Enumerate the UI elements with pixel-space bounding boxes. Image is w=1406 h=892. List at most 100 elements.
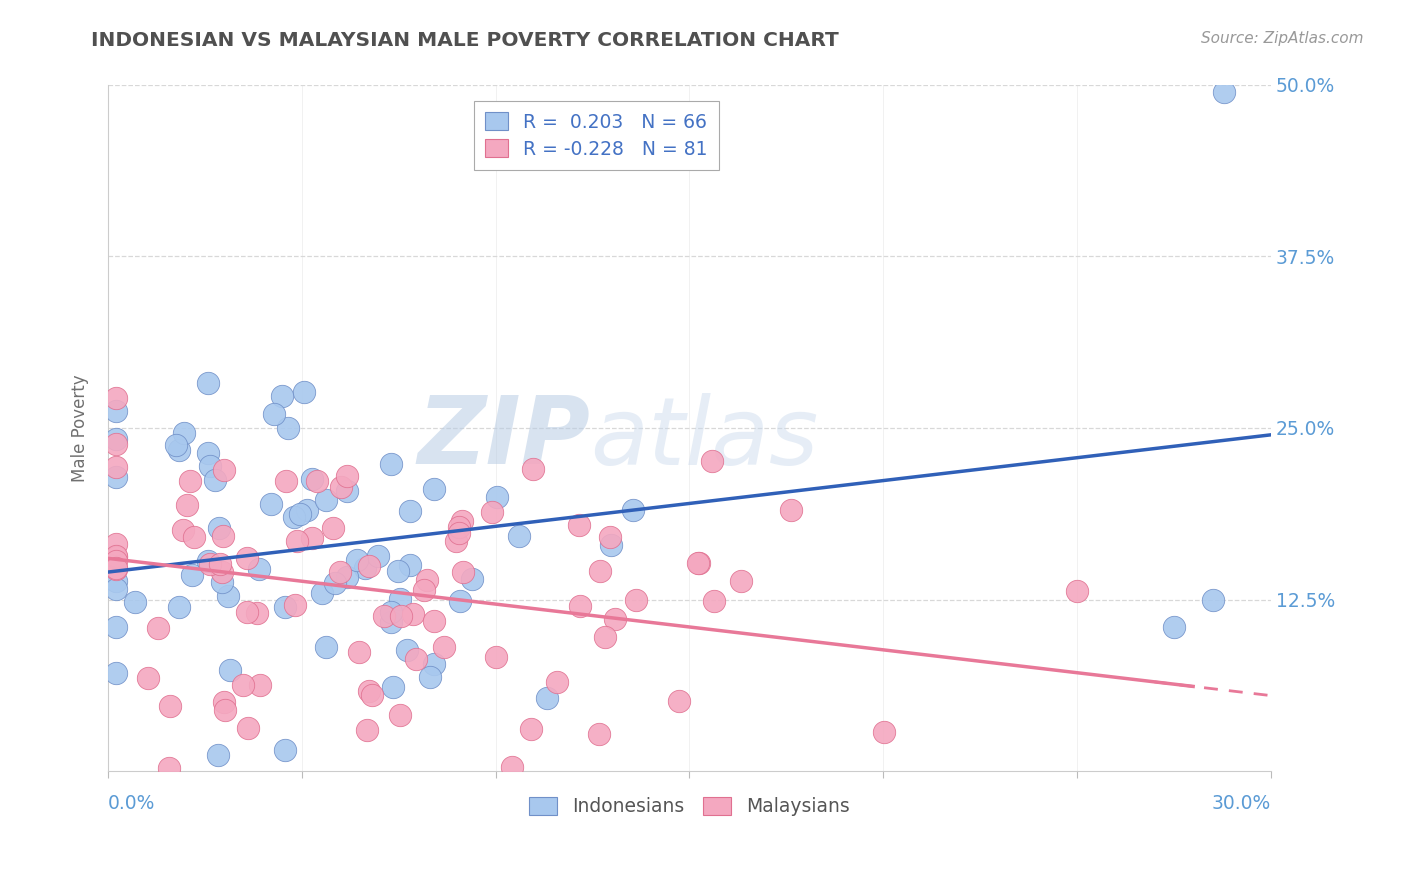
- Point: [423, 614, 446, 628]
- Point: [124, 595, 146, 609]
- Point: [422, 657, 444, 672]
- Point: [357, 684, 380, 698]
- Point: [295, 503, 318, 517]
- Point: [217, 589, 239, 603]
- Point: [444, 534, 467, 549]
- Point: [245, 606, 267, 620]
- Point: [165, 438, 187, 452]
- Point: [380, 615, 402, 629]
- Point: [501, 760, 523, 774]
- Point: [219, 663, 242, 677]
- Point: [1213, 85, 1236, 99]
- Text: INDONESIAN VS MALAYSIAN MALE POVERTY CORRELATION CHART: INDONESIAN VS MALAYSIAN MALE POVERTY COR…: [91, 31, 839, 50]
- Point: [413, 582, 436, 597]
- Point: [356, 723, 378, 738]
- Point: [274, 743, 297, 757]
- Point: [389, 708, 412, 723]
- Point: [589, 564, 612, 578]
- Point: [508, 529, 530, 543]
- Point: [1066, 584, 1088, 599]
- Point: [624, 593, 647, 607]
- Point: [104, 549, 127, 564]
- Point: [104, 470, 127, 484]
- Point: [599, 538, 621, 552]
- Point: [104, 562, 127, 576]
- Point: [700, 453, 723, 467]
- Point: [315, 640, 337, 654]
- Point: [274, 599, 297, 614]
- Point: [486, 490, 509, 504]
- Point: [357, 559, 380, 574]
- Point: [305, 475, 328, 489]
- Point: [322, 521, 344, 535]
- Point: [288, 508, 311, 522]
- Point: [391, 609, 413, 624]
- Point: [284, 598, 307, 612]
- Point: [325, 575, 347, 590]
- Point: [179, 475, 201, 489]
- Point: [405, 652, 427, 666]
- Point: [104, 549, 127, 563]
- Point: [387, 564, 409, 578]
- Point: [686, 557, 709, 571]
- Point: [274, 475, 297, 489]
- Point: [519, 723, 541, 737]
- Point: [183, 530, 205, 544]
- Point: [212, 462, 235, 476]
- Point: [346, 552, 368, 566]
- Point: [197, 376, 219, 390]
- Point: [157, 761, 180, 775]
- Point: [198, 557, 221, 571]
- Point: [176, 499, 198, 513]
- Point: [277, 421, 299, 435]
- Point: [285, 533, 308, 548]
- Point: [621, 503, 644, 517]
- Point: [329, 480, 352, 494]
- Point: [329, 565, 352, 579]
- Point: [484, 649, 506, 664]
- Point: [104, 403, 127, 417]
- Point: [395, 642, 418, 657]
- Point: [104, 574, 127, 588]
- Point: [197, 446, 219, 460]
- Point: [603, 612, 626, 626]
- Point: [780, 503, 803, 517]
- Point: [283, 510, 305, 524]
- Point: [301, 471, 323, 485]
- Point: [730, 574, 752, 588]
- Point: [447, 520, 470, 534]
- Point: [568, 518, 591, 533]
- Point: [172, 523, 194, 537]
- Point: [546, 674, 568, 689]
- Point: [208, 521, 231, 535]
- Point: [200, 458, 222, 473]
- Point: [347, 645, 370, 659]
- Point: [451, 514, 474, 528]
- Point: [873, 725, 896, 739]
- Point: [104, 619, 127, 633]
- Point: [104, 665, 127, 680]
- Point: [688, 556, 710, 570]
- Point: [419, 670, 441, 684]
- Point: [104, 561, 127, 575]
- Point: [361, 688, 384, 702]
- Point: [292, 384, 315, 399]
- Point: [211, 565, 233, 579]
- Point: [422, 482, 444, 496]
- Point: [1163, 620, 1185, 634]
- Point: [367, 549, 389, 563]
- Point: [388, 591, 411, 606]
- Point: [353, 560, 375, 574]
- Point: [204, 473, 226, 487]
- Point: [138, 672, 160, 686]
- Point: [104, 392, 127, 406]
- Point: [104, 460, 127, 475]
- Point: [247, 562, 270, 576]
- Point: [536, 691, 558, 706]
- Point: [373, 608, 395, 623]
- Point: [449, 593, 471, 607]
- Point: [593, 631, 616, 645]
- Legend: Indonesians, Malaysians: Indonesians, Malaysians: [522, 789, 858, 823]
- Point: [433, 640, 456, 655]
- Point: [212, 528, 235, 542]
